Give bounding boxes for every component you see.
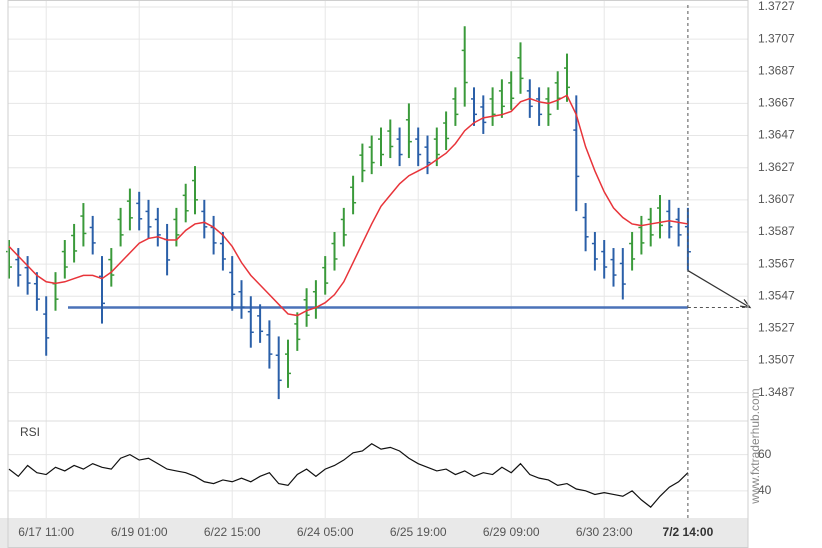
watermark: www.fxtraderhub.com [748, 388, 762, 504]
x-tick-label: 6/19 01:00 [111, 525, 168, 539]
y-tick-label: 1.3547 [758, 288, 795, 302]
y-tick-label: 40 [758, 483, 772, 497]
y-tick-label: 1.3487 [758, 385, 795, 399]
y-tick-label: 1.3607 [758, 192, 795, 206]
y-tick-label: 60 [758, 447, 772, 461]
x-tick-label: 7/2 14:00 [663, 525, 714, 539]
x-tick-label: 6/29 09:00 [483, 525, 540, 539]
y-tick-label: 1.3687 [758, 63, 795, 77]
y-tick-label: 1.3567 [758, 256, 795, 270]
y-tick-label: 1.3627 [758, 160, 795, 174]
y-tick-label: 1.3507 [758, 353, 795, 367]
rsi-title: RSI [20, 425, 40, 439]
x-axis-band [0, 518, 748, 548]
forecast-arrow-head [740, 299, 752, 309]
x-tick-label: 6/17 11:00 [18, 525, 74, 539]
x-tick-label: 6/30 23:00 [576, 525, 633, 539]
y-tick-label: 1.3727 [758, 0, 795, 13]
x-tick-label: 6/24 05:00 [297, 525, 354, 539]
y-tick-label: 1.3647 [758, 128, 795, 142]
rsi-line [8, 443, 689, 508]
forecast-arrow [687, 270, 751, 309]
x-tick-label: 6/25 19:00 [390, 525, 447, 539]
y-tick-label: 1.3527 [758, 321, 795, 335]
y-tick-label: 1.3667 [758, 96, 795, 110]
x-tick-label: 6/22 15:00 [204, 525, 261, 539]
moving-average-line [8, 94, 689, 317]
y-tick-label: 1.3707 [758, 31, 795, 45]
y-tick-label: 1.3587 [758, 224, 795, 238]
